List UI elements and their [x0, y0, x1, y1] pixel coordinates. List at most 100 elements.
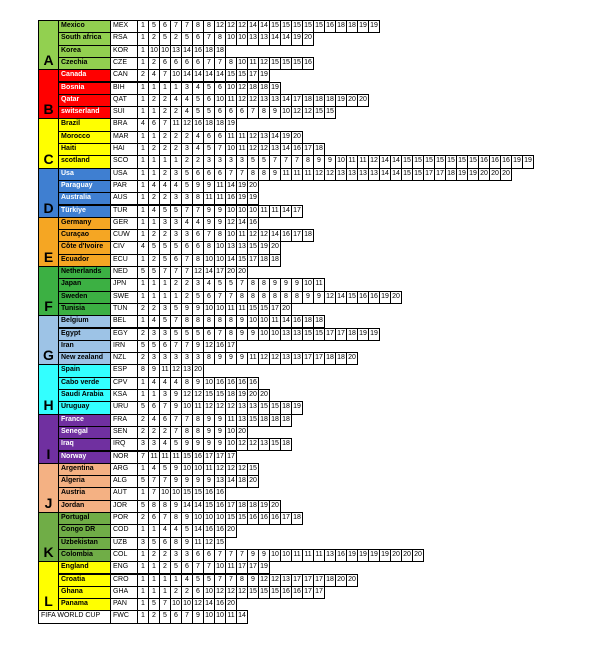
value-cell: 17 [313, 585, 325, 600]
country-code: NZL [110, 352, 138, 366]
country-name: New zealand [58, 352, 111, 366]
country-code: KOR [110, 44, 138, 58]
value-cell: 8 [258, 106, 270, 120]
country-name: Mexico [58, 20, 111, 34]
country-name: England [58, 561, 111, 575]
value-cell: 20 [192, 364, 204, 378]
country-name: Jordan [58, 499, 111, 513]
value-cell: 7 [181, 610, 193, 624]
value-cell: 8 [291, 290, 303, 304]
group-label: I [38, 413, 59, 464]
country-name: Cabo verde [58, 376, 111, 390]
country-code: ESP [110, 364, 138, 378]
value-cell: 20 [247, 475, 259, 489]
value-cell: 19 [368, 327, 380, 341]
value-cell: 18 [302, 229, 314, 243]
country-code: KSA [110, 389, 138, 403]
group-label: F [38, 266, 59, 317]
group-label: G [38, 315, 59, 366]
value-cell: 15 [247, 462, 259, 477]
value-cell: 17 [291, 204, 303, 218]
country-code: CIV [110, 241, 138, 255]
value-cell: 20 [225, 598, 237, 612]
value-cell: 20 [302, 32, 314, 46]
country-name: Austria [58, 487, 111, 501]
country-name: Curaçao [58, 229, 111, 243]
country-code: URU [110, 401, 138, 415]
country-code: GER [110, 216, 138, 231]
country-name: Korea [58, 44, 111, 58]
value-cell: 19 [258, 561, 270, 575]
value-cell: 12 [324, 290, 336, 304]
country-code: TUN [110, 302, 138, 317]
group-label: J [38, 462, 59, 513]
country-name: Ecuador [58, 253, 111, 267]
value-cell: 14 [280, 32, 292, 46]
value-cell: 20 [225, 524, 237, 538]
value-cell: 19 [258, 69, 270, 83]
country-code: PAN [110, 598, 138, 612]
country-name: Saudi Arabia [58, 389, 111, 403]
country-code: ARG [110, 462, 138, 477]
value-cell: 18 [280, 438, 292, 452]
value-cell: 16 [214, 487, 226, 501]
country-name: France [58, 413, 111, 427]
country-name: Tunisia [58, 302, 111, 317]
value-cell: 19 [368, 548, 380, 563]
group-label: B [38, 69, 59, 120]
country-name: Egypt [58, 327, 111, 341]
value-cell: 19 [335, 93, 347, 108]
value-cell: 9 [313, 290, 325, 304]
country-name: Qatar [58, 93, 111, 108]
value-cell: 5 [159, 610, 171, 624]
value-cell: 15 [214, 536, 226, 550]
country-name: Canada [58, 69, 111, 83]
country-code: MEX [110, 20, 138, 34]
country-name: Germany [58, 216, 111, 231]
country-name: Uruguay [58, 401, 111, 415]
country-name: Iran [58, 339, 111, 354]
country-name: Algeria [58, 475, 111, 489]
value-cell: 14 [390, 167, 402, 181]
country-code: FRA [110, 413, 138, 427]
value-cell: 18 [313, 143, 325, 157]
value-cell: 17 [247, 253, 259, 267]
country-code: MAR [110, 130, 138, 144]
country-name: Panama [58, 598, 111, 612]
value-cell: 20 [280, 302, 292, 317]
group-label: E [38, 216, 59, 267]
country-code: SUI [110, 106, 138, 120]
country-name: scotland [58, 155, 111, 169]
country-name: Australia [58, 192, 111, 206]
country-name: Morocco [58, 130, 111, 144]
country-code: BEL [110, 315, 138, 329]
group-label: L [38, 561, 59, 612]
value-cell: 15 [313, 106, 325, 120]
country-name: Spain [58, 364, 111, 378]
value-cell: 13 [291, 352, 303, 366]
value-cell: 19 [225, 118, 237, 132]
country-code: USA [110, 167, 138, 181]
country-code: BRA [110, 118, 138, 132]
group-label: K [38, 512, 59, 563]
value-cell: 18 [324, 352, 336, 366]
country-code: CRO [110, 573, 138, 587]
value-cell: 20 [412, 548, 424, 563]
value-cell: 20 [357, 93, 369, 108]
country-name: Belgium [58, 315, 111, 329]
country-name: South africa [58, 32, 111, 46]
country-code: SEN [110, 425, 138, 440]
country-code: JOR [110, 499, 138, 513]
value-cell: 19 [291, 401, 303, 415]
country-name: Côte d'Ivoire [58, 241, 111, 255]
value-cell: 14 [225, 475, 237, 489]
value-cell: 12 [236, 438, 248, 452]
country-code: HAI [110, 143, 138, 157]
country-name: Portugal [58, 512, 111, 526]
country-name: Argentina [58, 462, 111, 477]
group-label: D [38, 167, 59, 218]
value-cell: 18 [335, 20, 347, 34]
country-name: Iraq [58, 438, 111, 452]
value-cell: 18 [313, 315, 325, 329]
country-code: PAR [110, 179, 138, 194]
